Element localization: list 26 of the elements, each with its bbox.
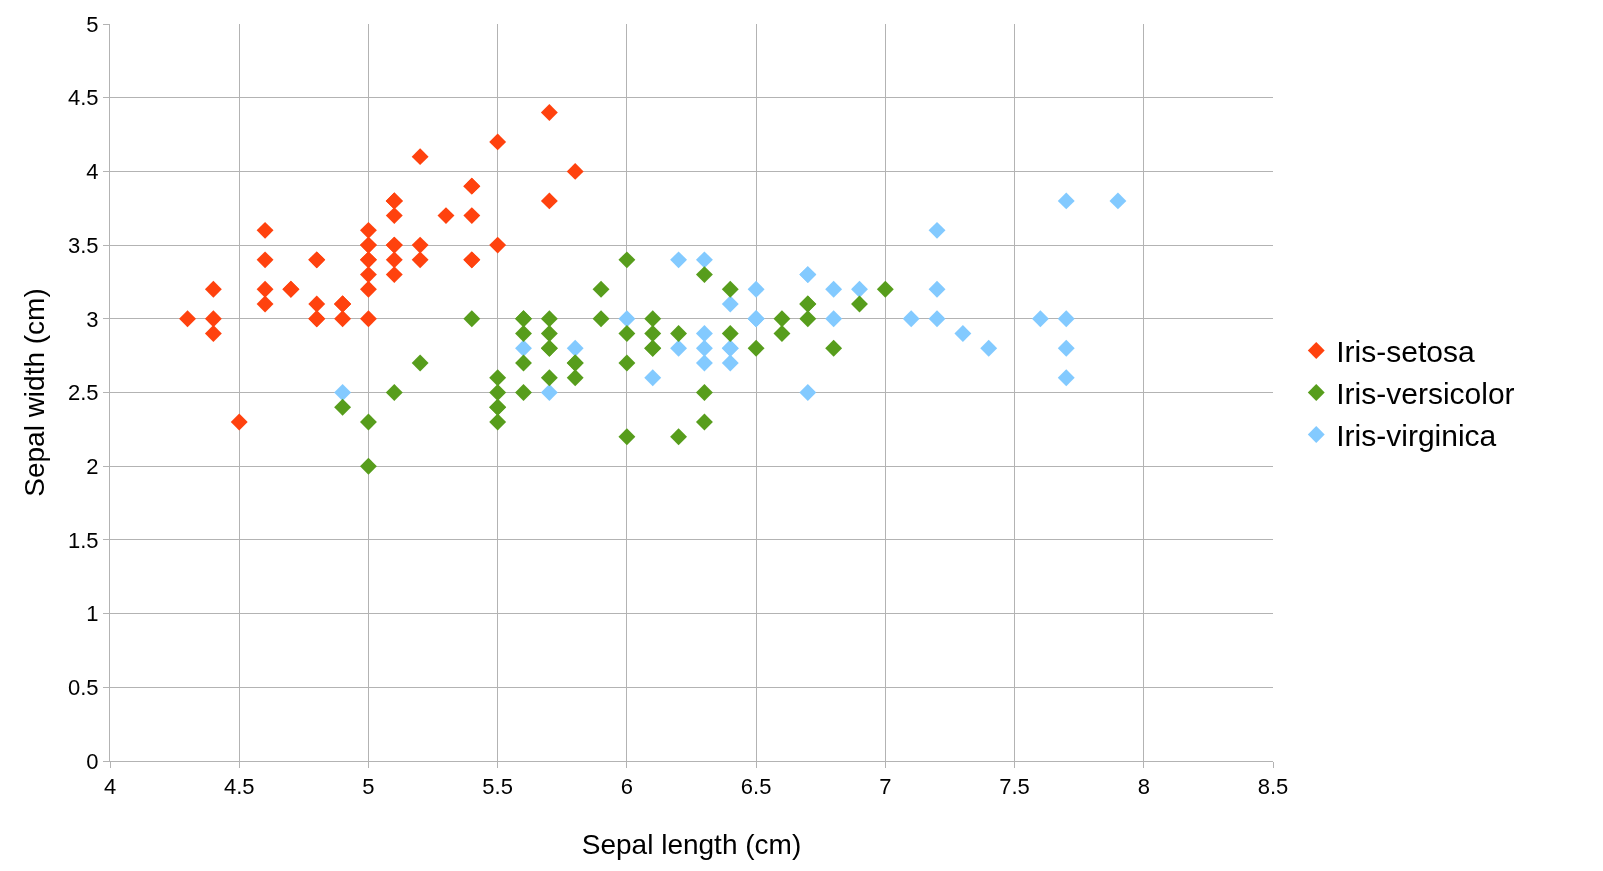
x-tick-label: 7 xyxy=(879,774,892,800)
x-tick-label: 6.5 xyxy=(740,774,772,800)
y-tick-label: 1.5 xyxy=(68,527,99,553)
y-tick-label: 2.5 xyxy=(68,380,99,406)
y-tick-label: 3 xyxy=(86,306,99,332)
y-axis-title: Sepal width (cm) xyxy=(18,288,50,497)
y-tick-label: 2 xyxy=(86,453,99,479)
x-tick-label: 5 xyxy=(362,774,375,800)
x-tick-label: 4 xyxy=(103,774,117,800)
legend-label: Iris-versicolor xyxy=(1336,377,1515,411)
x-tick-label: 5.5 xyxy=(482,774,513,800)
y-tick-label: 1 xyxy=(86,601,99,627)
x-tick-label: 7.5 xyxy=(999,774,1030,800)
legend-label: Iris-setosa xyxy=(1336,335,1475,369)
x-tick-label: 8 xyxy=(1137,774,1150,800)
x-axis-title: Sepal length (cm) xyxy=(581,828,802,860)
x-tick-label: 8.5 xyxy=(1257,774,1289,800)
x-tick-label: 6 xyxy=(620,774,634,800)
y-tick-label: 3.5 xyxy=(68,232,99,258)
y-tick-label: 4 xyxy=(86,159,99,185)
y-tick-label: 0.5 xyxy=(68,675,99,700)
x-tick-label: 4.5 xyxy=(223,774,255,800)
y-tick-label: 5 xyxy=(86,11,99,37)
y-tick-label: 4.5 xyxy=(68,85,99,111)
legend-label: Iris-virginica xyxy=(1336,419,1497,453)
y-tick-label: 0 xyxy=(86,748,99,774)
